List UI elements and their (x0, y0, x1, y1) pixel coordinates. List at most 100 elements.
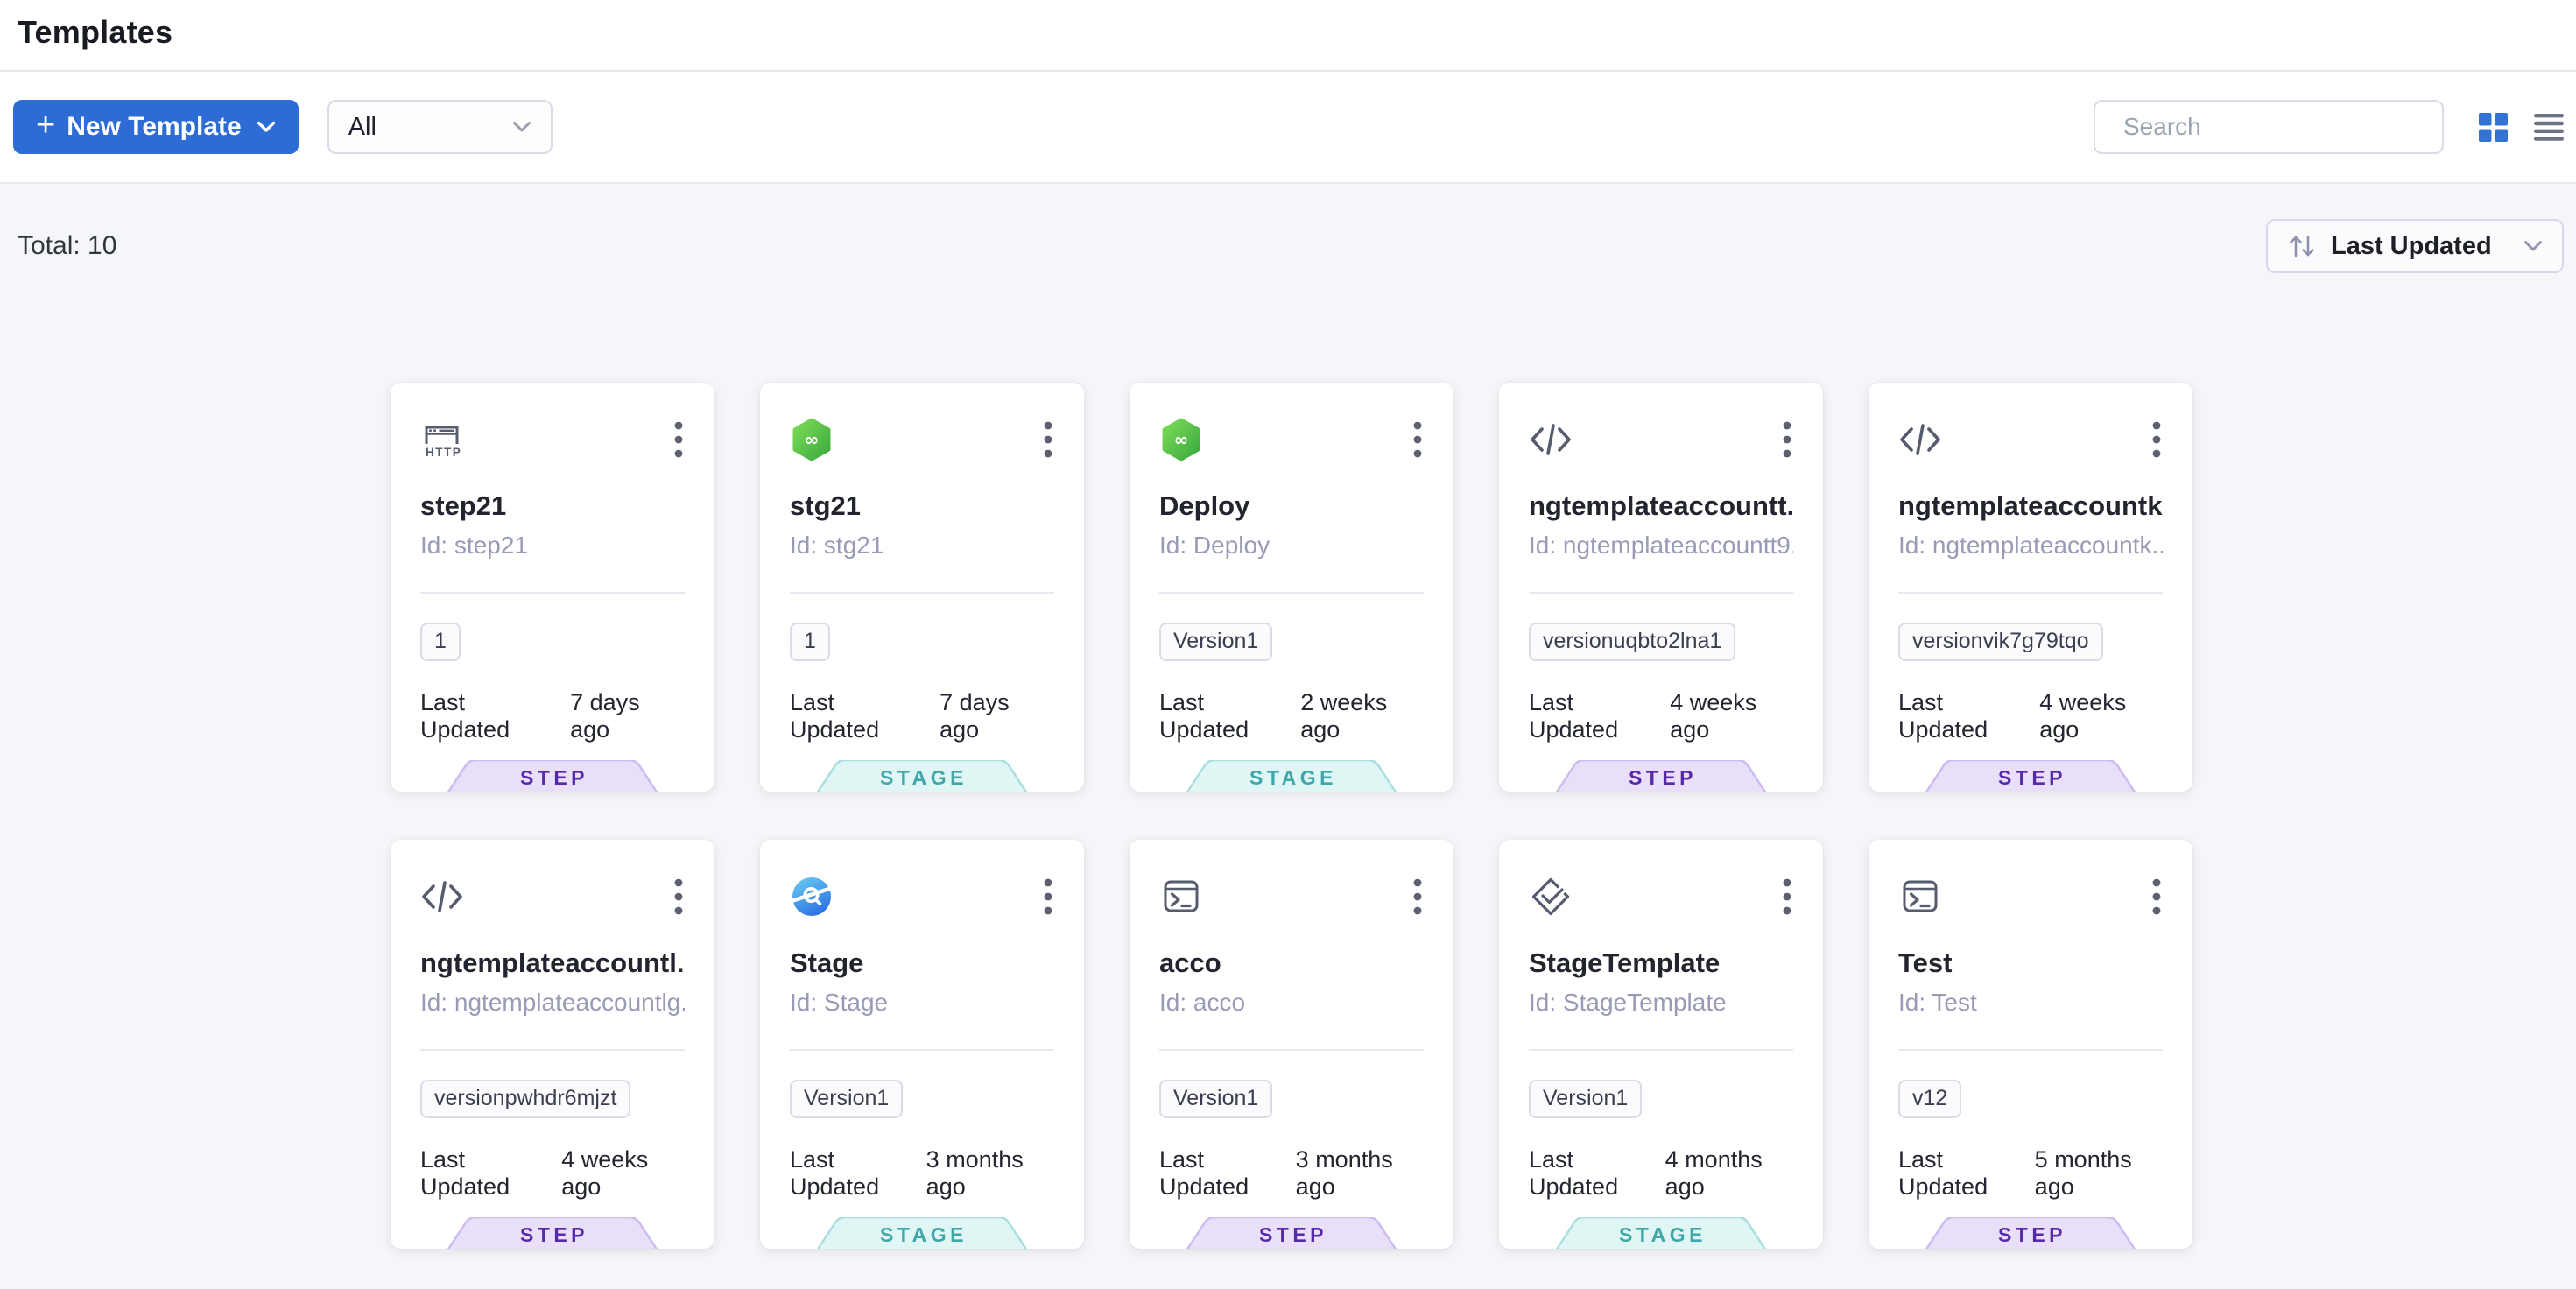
last-updated-value: 3 months ago (1295, 1146, 1393, 1200)
template-card[interactable]: ngtemplateaccountl... Id: ngtemplateacco… (391, 840, 714, 1249)
last-updated-label: Last Updated (1159, 1146, 1249, 1200)
card-menu-button[interactable] (1781, 875, 1793, 919)
view-toggle (2479, 112, 2564, 142)
template-card[interactable]: StageTemplate Id: StageTemplate Version1… (1499, 840, 1823, 1249)
template-kind-tag: STEP (1925, 760, 2136, 792)
divider (1529, 1049, 1793, 1051)
template-kind-label: STAGE (879, 766, 968, 789)
grid-view-button[interactable] (2479, 112, 2508, 142)
card-menu-button[interactable] (2150, 418, 2163, 462)
kebab-menu-icon (1783, 878, 1791, 915)
version-badge: Version1 (1159, 1080, 1273, 1118)
divider (1159, 592, 1424, 594)
last-updated: Last Updated 4 months ago (1529, 1146, 1793, 1201)
last-updated-label: Last Updated (1529, 689, 1619, 743)
new-template-button[interactable]: + New Template (13, 100, 299, 154)
template-card[interactable]: acco Id: acco Version1 Last Updated 3 mo… (1130, 840, 1453, 1249)
last-updated-label: Last Updated (420, 689, 510, 743)
code-icon (1529, 418, 1573, 461)
kebab-menu-icon (674, 421, 683, 458)
tag-shape (1925, 1217, 2136, 1249)
kebab-menu-icon (1413, 878, 1422, 915)
template-name: Deploy (1159, 490, 1250, 521)
svg-text:HTTP: HTTP (426, 446, 461, 459)
version-badge: 1 (790, 623, 830, 661)
kebab-menu-icon (2152, 421, 2161, 458)
template-card[interactable]: ngtemplateaccountk... Id: ngtemplateacco… (1869, 383, 2192, 792)
template-id: Id: ngtemplateaccountt9... (1529, 532, 1793, 559)
template-kind-label: STEP (519, 1223, 589, 1246)
card-menu-button[interactable] (1411, 418, 1424, 462)
tag-shape (1925, 760, 2136, 792)
diamond-check-icon (1529, 875, 1573, 919)
http-icon: HTTP (420, 418, 464, 461)
scope-filter-select[interactable]: All (327, 100, 553, 154)
version-badge: Version1 (1529, 1080, 1643, 1118)
new-template-label: New Template (67, 112, 242, 141)
chevron-down-icon (512, 122, 531, 132)
template-kind-label: STAGE (1618, 1223, 1707, 1246)
template-name: acco (1159, 947, 1221, 978)
last-updated-value: 7 days ago (570, 689, 640, 743)
card-menu-button[interactable] (1411, 875, 1424, 919)
template-card[interactable]: HTTP step21 Id: step21 1 Last Updated 7 … (391, 383, 714, 792)
tag-shape (817, 760, 1027, 792)
template-kind-label: STAGE (879, 1223, 968, 1246)
template-kind-label: STEP (519, 766, 589, 789)
last-updated: Last Updated 3 months ago (1159, 1146, 1424, 1201)
last-updated: Last Updated 2 weeks ago (1159, 689, 1424, 743)
last-updated: Last Updated 7 days ago (790, 689, 1054, 743)
verify-icon (790, 875, 834, 919)
last-updated-label: Last Updated (790, 1146, 880, 1200)
template-kind-tag: STEP (1556, 760, 1766, 792)
grid-view-icon (2479, 112, 2508, 142)
template-card[interactable]: ∞ stg21 Id: stg21 1 Last Updated 7 days … (760, 383, 1084, 792)
template-grid: HTTP step21 Id: step21 1 Last Updated 7 … (391, 383, 2192, 1249)
card-menu-button[interactable] (2150, 875, 2163, 919)
template-name: Stage (790, 947, 864, 978)
version-badge: Version1 (1159, 623, 1273, 661)
template-id: Id: Deploy (1159, 532, 1270, 559)
divider (420, 1049, 685, 1051)
sort-dropdown[interactable]: Last Updated (2266, 219, 2564, 273)
tag-shape (1556, 1217, 1766, 1249)
chevron-down-icon (2524, 241, 2542, 251)
last-updated-label: Last Updated (1159, 689, 1249, 743)
tag-shape (817, 1217, 1027, 1249)
template-kind-tag: STAGE (1186, 760, 1397, 792)
template-name: step21 (420, 490, 507, 521)
template-kind-tag: STAGE (817, 1217, 1027, 1249)
template-id: Id: acco (1159, 989, 1246, 1016)
code-icon (1898, 418, 1942, 461)
template-name: StageTemplate (1529, 947, 1721, 978)
tag-shape (1186, 760, 1397, 792)
last-updated-label: Last Updated (420, 1146, 510, 1200)
template-kind-tag: STEP (447, 760, 658, 792)
search-input[interactable] (2123, 113, 2439, 141)
last-updated: Last Updated 4 weeks ago (1529, 689, 1793, 743)
terminal-icon (1159, 875, 1203, 919)
template-kind-label: STAGE (1249, 766, 1338, 789)
divider (1529, 592, 1793, 594)
template-name: Test (1898, 947, 1953, 978)
template-id: Id: StageTemplate (1529, 989, 1727, 1016)
template-kind-tag: STEP (1925, 1217, 2136, 1249)
divider (790, 592, 1054, 594)
card-menu-button[interactable] (672, 875, 685, 919)
card-menu-button[interactable] (672, 418, 685, 462)
template-card[interactable]: Stage Id: Stage Version1 Last Updated 3 … (760, 840, 1084, 1249)
list-view-button[interactable] (2534, 113, 2564, 141)
search-box (2094, 100, 2444, 154)
divider (1898, 1049, 2163, 1051)
last-updated: Last Updated 4 weeks ago (420, 1146, 685, 1201)
template-card[interactable]: ∞ Deploy Id: Deploy Version1 Last Update… (1130, 383, 1453, 792)
card-menu-button[interactable] (1042, 875, 1054, 919)
scope-filter-value: All (348, 112, 377, 141)
last-updated: Last Updated 5 months ago (1898, 1146, 2163, 1201)
last-updated-value: 4 weeks ago (561, 1146, 649, 1200)
card-menu-button[interactable] (1042, 418, 1054, 462)
last-updated-value: 5 months ago (2034, 1146, 2132, 1200)
template-card[interactable]: Test Id: Test v12 Last Updated 5 months … (1869, 840, 2192, 1249)
template-card[interactable]: ngtemplateaccountt... Id: ngtemplateacco… (1499, 383, 1823, 792)
card-menu-button[interactable] (1781, 418, 1793, 462)
